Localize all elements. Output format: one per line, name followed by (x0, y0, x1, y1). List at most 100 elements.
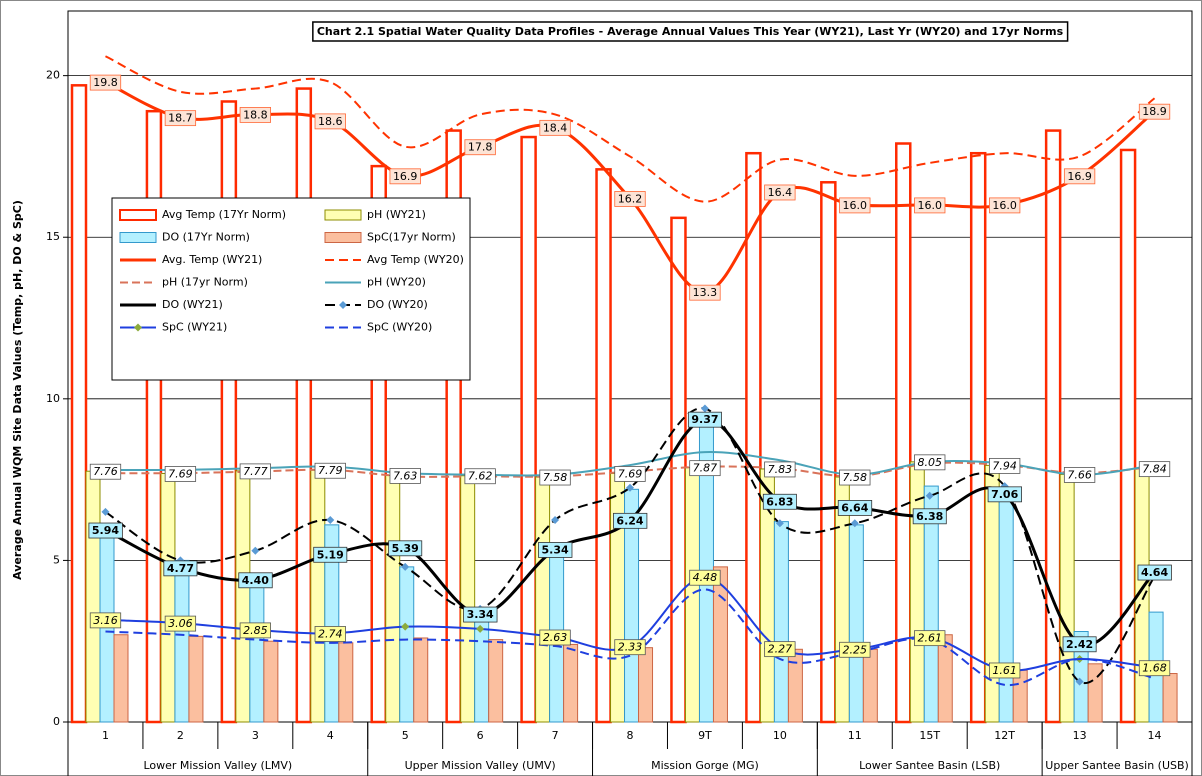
bar (160, 472, 176, 723)
data-label-group: 6.83 (762, 493, 797, 510)
line (105, 461, 1155, 478)
data-label-box (689, 569, 721, 586)
data-label-box (464, 139, 496, 156)
bar (1119, 148, 1137, 724)
bar (969, 151, 987, 724)
x-tick-label: 3 (252, 729, 259, 742)
data-label-group: 6.24 (613, 512, 648, 529)
data-label-group: 16.9 (1063, 168, 1096, 185)
data-label: 5.94 (92, 524, 119, 537)
data-label: 7.76 (93, 465, 118, 478)
legend-swatch (324, 209, 362, 221)
data-label: 2.63 (543, 631, 568, 644)
data-label-box (463, 606, 498, 623)
data-label-group: 3.34 (463, 606, 498, 623)
data-label-group: 7.06 (987, 486, 1022, 503)
data-label-group: 2.85 (239, 622, 271, 639)
data-label: 18.8 (243, 108, 268, 121)
legend-label: pH (17yr Norm) (162, 276, 248, 289)
title-box (312, 21, 1069, 42)
data-label-box (164, 110, 197, 127)
data-label-group: 7.69 (614, 466, 646, 482)
x-tick-label: 15T (919, 729, 940, 742)
group-label: Upper Santee Basin (USB) (1045, 759, 1189, 772)
data-label-group: 17.8 (464, 139, 496, 156)
data-label-group: 6.38 (912, 508, 947, 525)
data-label-group: 18.7 (164, 110, 197, 127)
data-label: 7.69 (618, 467, 643, 480)
data-label-box (837, 500, 873, 516)
data-label-group: 7.58 (839, 469, 871, 486)
x-tick-label: 14 (1148, 729, 1162, 742)
data-label-box (762, 493, 797, 510)
data-label: 7.77 (243, 465, 268, 478)
data-label: 2.42 (1066, 638, 1093, 651)
bar (923, 485, 939, 723)
x-tick-label: 9T (698, 729, 712, 742)
data-label-box (614, 191, 646, 207)
data-label-group: 7.63 (389, 468, 421, 484)
data-label: 18.6 (318, 115, 343, 128)
bar (70, 84, 88, 724)
line (105, 55, 1156, 203)
data-label: 7.94 (992, 459, 1017, 472)
data-label-box (89, 612, 122, 629)
x-tick-label: 6 (477, 729, 484, 742)
legend-swatch (119, 232, 157, 243)
data-label: 5.19 (317, 548, 344, 561)
bar (385, 474, 401, 723)
data-label: 7.83 (768, 463, 793, 476)
data-label-box (89, 74, 122, 91)
legend-marker (339, 301, 347, 309)
data-label-box (163, 560, 198, 577)
legend-swatch (119, 209, 157, 221)
data-label-box (839, 469, 871, 486)
data-label-group: 19.8 (89, 74, 122, 91)
data-label: 7.58 (543, 471, 568, 484)
data-label-group: 4.64 (1137, 564, 1172, 581)
data-label: 7.69 (168, 467, 193, 480)
data-label: 5.34 (541, 543, 568, 556)
data-label-box (89, 463, 122, 480)
data-label-box (538, 542, 573, 558)
y-tick-label: 15 (46, 230, 60, 243)
legend-label: pH (WY21) (367, 208, 426, 221)
data-label-box (1138, 461, 1171, 478)
data-label-box (989, 457, 1021, 474)
bar (520, 135, 537, 724)
data-label-box (539, 119, 571, 136)
data-label-box (689, 284, 721, 301)
data-label: 7.79 (318, 464, 343, 477)
data-label-box (764, 641, 796, 658)
data-label-box (764, 461, 796, 478)
data-label-group: 6.64 (837, 500, 873, 516)
data-label: 6.83 (766, 495, 793, 508)
bar (745, 151, 762, 724)
data-label-box (914, 630, 946, 647)
group-label: Upper Mission Valley (UMV) (405, 759, 556, 772)
data-label: 3.16 (93, 614, 118, 627)
legend-swatch (324, 232, 362, 243)
marker (925, 491, 934, 500)
bar (820, 181, 837, 724)
data-label: 7.63 (393, 469, 418, 482)
data-label: 7.58 (843, 471, 868, 484)
bar (1059, 473, 1075, 723)
bar (895, 142, 912, 724)
data-label: 16.0 (992, 199, 1017, 212)
data-label-box (239, 622, 271, 639)
bar (249, 579, 265, 723)
marker (251, 546, 260, 555)
y-axis-title: Average Annual WQM Site Data Values (Tem… (11, 200, 24, 580)
data-label-box (389, 168, 421, 185)
data-label-group: 7.94 (989, 457, 1021, 474)
data-label: 8.05 (917, 456, 942, 469)
data-label-group: 7.83 (764, 461, 796, 478)
bar (413, 637, 429, 723)
data-label-box (88, 522, 123, 539)
bar (787, 648, 803, 723)
data-label-group: 2.27 (764, 641, 796, 658)
data-label-group: 16.2 (614, 191, 646, 207)
data-label: 1.68 (1142, 662, 1167, 675)
